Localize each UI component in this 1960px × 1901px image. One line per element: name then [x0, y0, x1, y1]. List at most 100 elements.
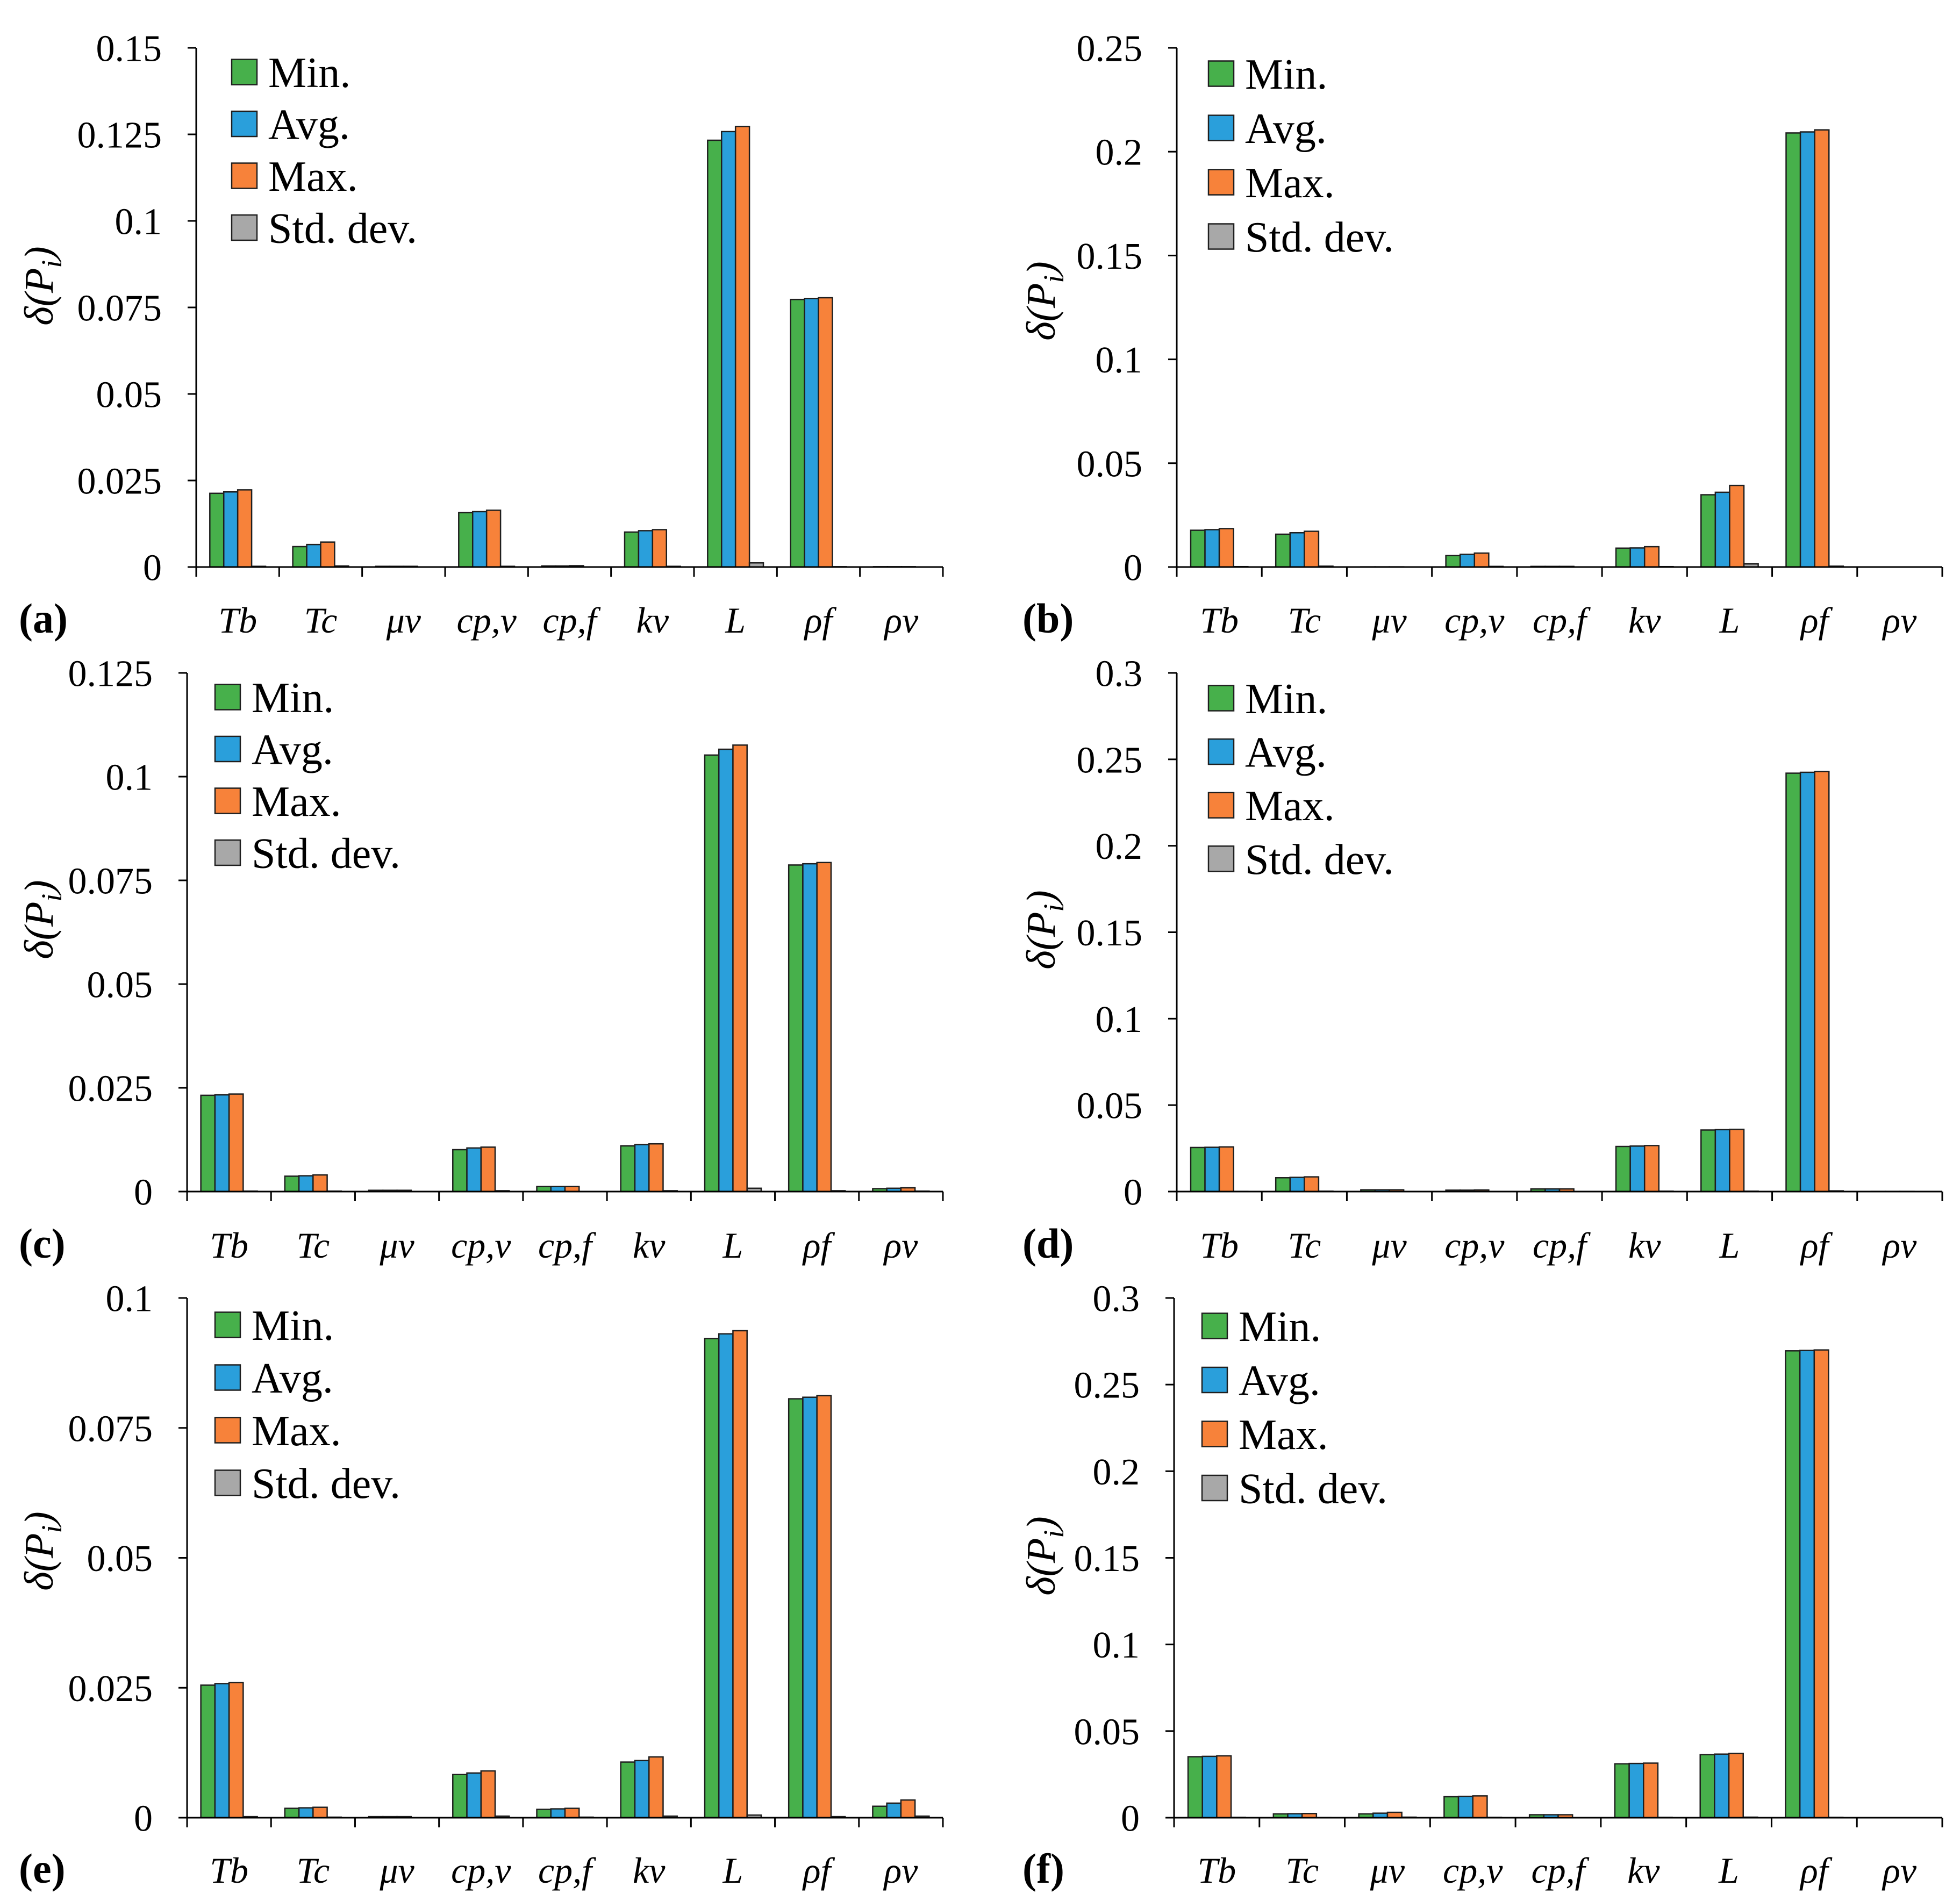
- x-category-label-cp-f: cp,f: [542, 600, 600, 641]
- y-tick-label: 0.075: [77, 288, 162, 329]
- y-tick-label: 0.05: [87, 1538, 153, 1580]
- legend-swatch-max: [1207, 792, 1235, 819]
- bar-b-l-avg: [1714, 491, 1730, 568]
- bar-f-rho-f-max: [1813, 1349, 1829, 1819]
- bar-d-tc-max: [1304, 1176, 1320, 1193]
- bars-b: [1190, 129, 1844, 568]
- y-tick-label: 0: [1124, 1172, 1142, 1214]
- y-axis-label: δ(Pi): [17, 880, 68, 959]
- bar-e-rho-v-avg: [886, 1802, 902, 1819]
- bars-c: [200, 744, 930, 1193]
- y-tick-label: 0: [1124, 548, 1142, 589]
- bar-a-kv-min: [624, 531, 640, 568]
- chart-panel-c: 0 0.025 0.05 0.075 0.1 0.125 Tb Tc μv cp,v cp,f kv L…: [17, 654, 944, 1267]
- bar-f-cp-v-min: [1443, 1796, 1460, 1819]
- x-category-label-l: L: [1719, 600, 1740, 641]
- y-tick-label: 0.15: [96, 28, 162, 70]
- bar-a-tb-max: [237, 489, 253, 568]
- bar-f-l-min: [1699, 1754, 1715, 1819]
- x-category-label-rho-f: ρf: [1800, 1225, 1833, 1266]
- bar-a-cp-v-avg: [471, 511, 488, 568]
- bar-b-kv-min: [1615, 547, 1631, 568]
- bar-e-tb-min: [200, 1684, 216, 1819]
- x-category-label-tc: Tc: [296, 1225, 330, 1266]
- legend-label-max: Max.: [1245, 160, 1335, 207]
- bar-b-rho-f-max: [1814, 129, 1830, 568]
- legend-a: Min. Avg.Max. Std. dev.: [231, 49, 417, 253]
- legend-swatch-min: [1201, 1312, 1228, 1339]
- bar-f-rho-f-min: [1785, 1350, 1801, 1819]
- legend-label-std-dev: Std. dev.: [1245, 214, 1394, 261]
- y-tick-label: 0.075: [68, 861, 153, 902]
- x-category-label-tb: Tb: [210, 1850, 248, 1891]
- bar-c-cp-v-min: [452, 1149, 468, 1193]
- y-axis-label: δ(Pi): [17, 246, 68, 325]
- bar-e-kv-max: [648, 1756, 664, 1819]
- bar-e-rho-v-max: [900, 1799, 916, 1819]
- legend-swatch-std-dev: [231, 214, 258, 241]
- y-tick-label: 0.1: [106, 757, 153, 799]
- bar-f-tb-avg: [1201, 1755, 1218, 1819]
- y-tick-label: 0.05: [1077, 443, 1143, 485]
- legend-label-min: Min.: [252, 675, 334, 722]
- y-tick-label: 0.2: [1093, 1452, 1140, 1493]
- bar-e-tc-min: [284, 1807, 300, 1819]
- x-category-label-rho-f: ρf: [804, 600, 837, 641]
- x-category-label-kv: kv: [633, 1850, 666, 1891]
- bar-c-l-min: [704, 754, 720, 1193]
- x-category-label-rho-v: ρv: [883, 600, 919, 641]
- legend-label-max: Max.: [1245, 783, 1335, 830]
- x-category-label-cp-f: cp,f: [1533, 600, 1591, 641]
- x-category-label-tc: Tc: [304, 600, 338, 641]
- bar-f-tb-max: [1216, 1755, 1232, 1819]
- y-axis-label-base: δ(P: [1019, 1538, 1064, 1596]
- legend-swatch-avg: [214, 735, 241, 763]
- bar-b-tc-max: [1304, 530, 1320, 568]
- y-axis-label-base: δ(P: [1019, 912, 1064, 970]
- legend-f: Min. Avg. Max. Std. dev.: [1201, 1303, 1387, 1513]
- y-tick-label: 0: [143, 548, 162, 589]
- panel-label-d: (d): [1022, 1220, 1074, 1267]
- bar-e-l-min: [704, 1338, 720, 1819]
- x-category-label-rho-v: ρv: [1882, 1225, 1917, 1266]
- bar-d-l-avg: [1714, 1129, 1730, 1193]
- bar-e-tb-max: [228, 1682, 244, 1819]
- legend-swatch-std-dev: [1207, 845, 1235, 872]
- y-axis-label-close: ): [1019, 261, 1064, 277]
- bar-c-tc-min: [284, 1175, 300, 1193]
- bar-f-kv-min: [1614, 1763, 1630, 1819]
- y-tick-label: 0.05: [1074, 1711, 1140, 1753]
- y-axis-label: δ(Pi): [1019, 890, 1070, 969]
- y-tick-label: 0: [134, 1172, 153, 1214]
- x-category-label-cp-f: cp,f: [538, 1225, 596, 1266]
- bar-f-cp-v-avg: [1457, 1796, 1473, 1819]
- legend-swatch-min: [1207, 60, 1235, 87]
- y-tick-label: 0.05: [87, 965, 153, 1006]
- y-tick-label: 0.2: [1096, 132, 1143, 174]
- bar-a-l-max: [734, 125, 750, 568]
- y-tick-label: 0.025: [77, 461, 162, 503]
- legend-swatch-max: [214, 1417, 241, 1444]
- axes-a: 0 0.025 0.05 0.075 0.1 0.125 0.15 Tb Tc μv cp,v cp,…: [77, 28, 944, 641]
- x-category-label-kv: kv: [1628, 600, 1661, 641]
- y-axis-label-base: δ(P: [17, 1533, 62, 1591]
- bar-b-rho-f-avg: [1799, 131, 1815, 568]
- bar-b-tb-min: [1190, 529, 1206, 568]
- bar-b-tc-min: [1275, 533, 1291, 568]
- x-category-label-tb: Tb: [1200, 600, 1239, 641]
- bar-c-tb-max: [228, 1093, 244, 1193]
- legend-swatch-min: [214, 684, 241, 711]
- bar-e-rho-f-max: [816, 1395, 832, 1819]
- bar-c-rho-f-avg: [802, 863, 818, 1193]
- legend-swatch-avg: [231, 110, 258, 138]
- x-category-label-rho-f: ρf: [1799, 1850, 1833, 1891]
- y-axis-label-subscript: i: [35, 894, 68, 902]
- legend-label-std-dev: Std. dev.: [1245, 836, 1394, 884]
- y-axis-label-subscript: i: [35, 1525, 68, 1533]
- legend-b: Min. Avg. Max. Std. dev.: [1207, 51, 1394, 261]
- chart-panel-a: 0 0.025 0.05 0.075 0.1 0.125 0.15 Tb Tc μv cp,v cp,…: [17, 28, 944, 642]
- legend-swatch-min: [214, 1311, 241, 1338]
- legend-label-min: Min.: [1245, 676, 1327, 723]
